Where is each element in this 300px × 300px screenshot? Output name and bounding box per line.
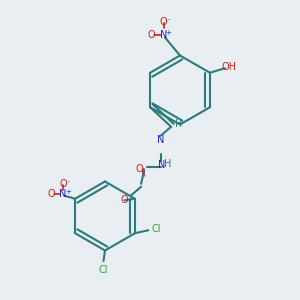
Text: O: O [47, 189, 55, 199]
Text: O: O [121, 195, 128, 205]
Text: N: N [157, 135, 164, 145]
Text: +: + [66, 189, 71, 195]
Text: -: - [67, 178, 70, 184]
Text: Cl: Cl [99, 265, 108, 275]
Text: OH: OH [222, 62, 237, 72]
Text: N: N [160, 29, 167, 40]
Text: O: O [148, 29, 155, 40]
Text: -: - [167, 16, 170, 22]
Text: N: N [59, 189, 67, 199]
Text: N: N [158, 160, 165, 170]
Text: H: H [175, 119, 182, 129]
Text: Cl: Cl [151, 224, 160, 234]
Text: H: H [164, 159, 172, 169]
Text: O: O [59, 179, 67, 189]
Text: O: O [136, 164, 143, 174]
Text: O: O [160, 17, 167, 27]
Text: +: + [166, 30, 172, 36]
